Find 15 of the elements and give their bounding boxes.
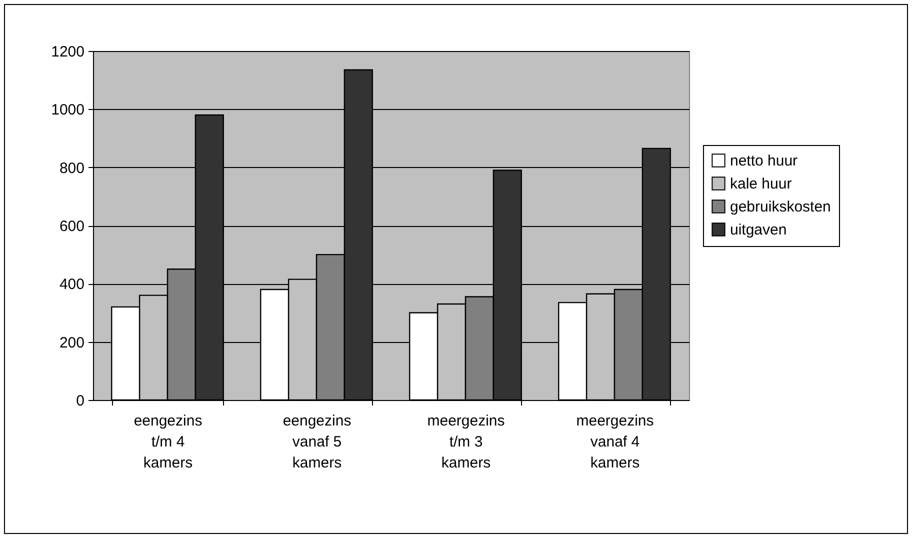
legend-label: gebruikskosten xyxy=(730,198,831,216)
x-tick-label: meergezins t/m 3 kamers xyxy=(427,412,505,472)
y-tick-label: 1200 xyxy=(51,44,84,60)
y-tick-label: 800 xyxy=(59,160,84,177)
legend-label: kale huur xyxy=(730,176,792,192)
y-tick-label: 600 xyxy=(59,218,84,235)
y-tick-label: 0 xyxy=(76,392,84,410)
y-tick-label: 200 xyxy=(59,334,84,352)
y-tick-label: 400 xyxy=(59,276,84,294)
legend-label: uitgaven xyxy=(730,222,787,238)
legend-label: netto huur xyxy=(730,152,798,170)
x-tick-label: meergezins vanaf 4 kamers xyxy=(576,412,654,472)
x-tick-label: eengezins t/m 4 kamers xyxy=(134,412,202,472)
x-tick-label: eengezins vanaf 5 kamers xyxy=(282,412,352,472)
y-tick-label: 1000 xyxy=(51,102,84,119)
